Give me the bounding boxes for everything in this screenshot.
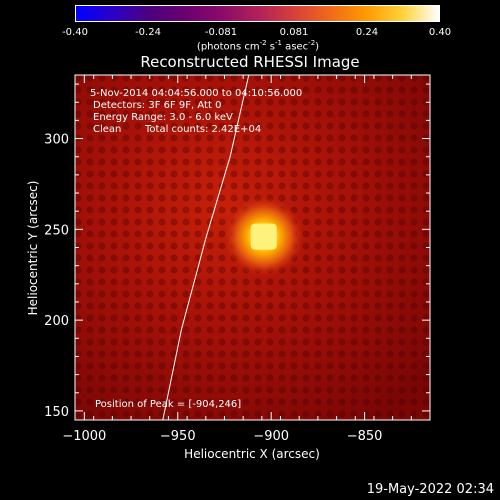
colorbar-units: (photons cm-2 s-1 asec-2) <box>196 39 320 53</box>
axis-ticks <box>74 75 431 420</box>
peak-position-text: Position of Peak = [-904,246] <box>95 399 241 410</box>
x-tick-label: −1000 <box>62 429 106 444</box>
method-text: Clean <box>93 124 121 135</box>
colorbar-gradient <box>75 5 440 22</box>
x-tick-label: −850 <box>347 429 383 444</box>
detectors-text: Detectors: 3F 6F 9F, Att 0 <box>93 100 221 111</box>
colorbar-tick-label: 0.40 <box>428 27 452 38</box>
time-range-text: 5-Nov-2014 04:04:56.000 to 04:10:56.000 <box>90 88 302 99</box>
timestamp: 19-May-2022 02:34 <box>366 482 494 497</box>
peak-source <box>250 223 277 250</box>
y-tick-label: 150 <box>44 405 69 420</box>
colorbar-tick-label: -0.081 <box>204 27 238 38</box>
y-tick-label: 200 <box>44 314 69 329</box>
energy-range-text: Energy Range: 3.0 - 6.0 keV <box>93 112 233 123</box>
colorbar-tick-label: 0.081 <box>279 27 309 38</box>
colorbar <box>75 5 440 22</box>
colorbar-tick-label: -0.40 <box>62 27 88 38</box>
colorbar-tick-label: -0.24 <box>135 27 161 38</box>
colorbar-tick-label: 0.24 <box>355 27 379 38</box>
solar-limb-line <box>162 75 250 420</box>
y-tick-label: 250 <box>44 223 69 238</box>
x-axis-label: Heliocentric X (arcsec) <box>184 447 320 461</box>
y-tick-label: 300 <box>44 133 69 148</box>
y-axis-label: Heliocentric Y (arcsec) <box>26 181 40 316</box>
x-tick-label: −950 <box>160 429 196 444</box>
x-tick-label: −900 <box>253 429 289 444</box>
total-counts-text: Total counts: 2.42E+04 <box>144 124 261 135</box>
chart-title: Reconstructed RHESSI Image <box>140 53 360 71</box>
